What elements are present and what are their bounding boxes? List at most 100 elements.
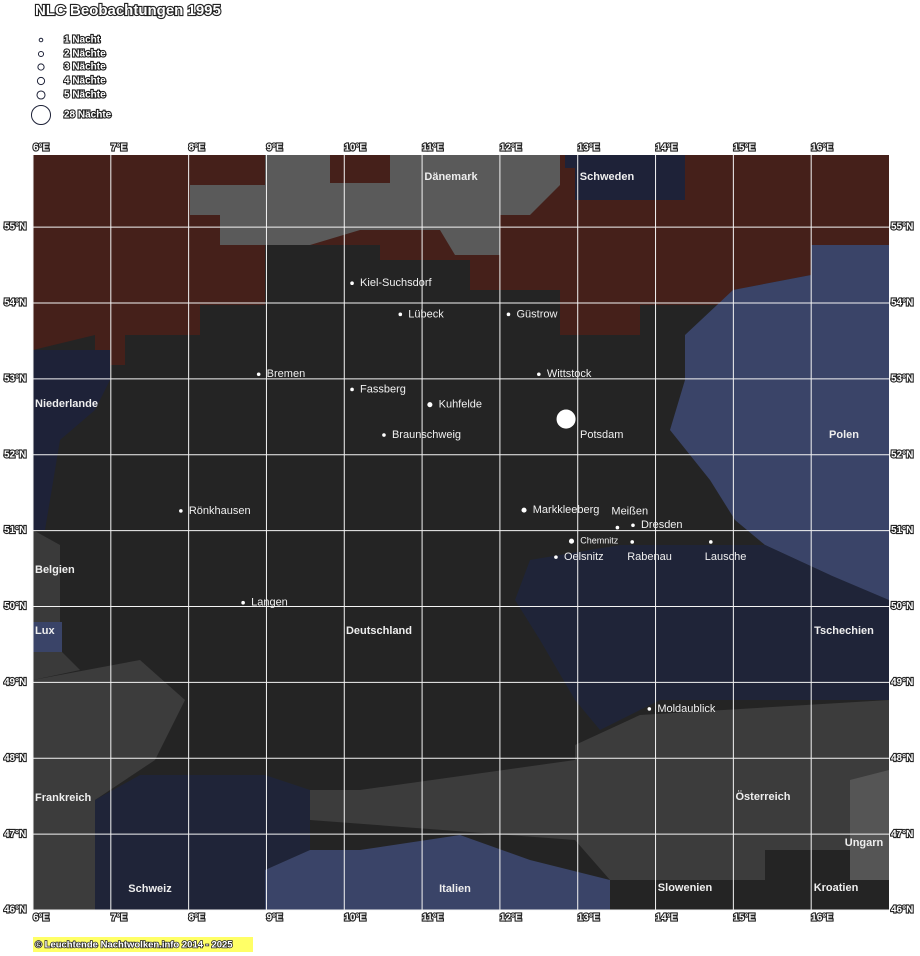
- denmark: [190, 155, 560, 255]
- station: [631, 523, 635, 528]
- y-tick-label: 50°N: [4, 601, 26, 612]
- country-label: Italien: [439, 883, 471, 895]
- legend-symbol: [36, 76, 46, 86]
- netherlands: [33, 350, 110, 530]
- country-label: Deutschland: [346, 625, 412, 637]
- y-tick-label: 52°N: [4, 449, 26, 460]
- map-background: [33, 155, 889, 910]
- x-tick-label: 9°E: [266, 143, 283, 154]
- legend-label: 2 Nächte: [64, 49, 106, 60]
- x-tick-label: 7°E: [111, 143, 128, 154]
- x-tick-label: 12°E: [500, 143, 522, 154]
- legend-symbol: [37, 50, 45, 58]
- station-label: Langen: [251, 597, 288, 609]
- station-label: Braunschweig: [392, 429, 461, 441]
- y-tick-label: 46°N: [891, 905, 913, 916]
- station-label: Lausche: [705, 551, 747, 563]
- legend-label: 28 Nächte: [64, 110, 112, 121]
- legend-symbol: [37, 63, 45, 71]
- station: [647, 707, 652, 711]
- x-tick-label: 11°E: [422, 143, 444, 154]
- station-label: Meißen: [611, 505, 648, 517]
- country-label: Polen: [829, 429, 859, 441]
- station: [537, 372, 541, 377]
- x-tick-label: 16°E: [811, 913, 833, 924]
- country-label: Lux: [35, 625, 55, 637]
- legend-symbol: [38, 37, 44, 43]
- station-label: Güstrow: [516, 308, 557, 320]
- country-label: Schweiz: [128, 883, 172, 895]
- y-tick-label: 46°N: [4, 905, 26, 916]
- legend-label: 5 Nächte: [64, 90, 106, 101]
- x-tick-label: 15°E: [733, 913, 755, 924]
- y-tick-label: 47°N: [4, 829, 26, 840]
- country-label: Österreich: [735, 790, 790, 803]
- y-tick-label: 48°N: [4, 753, 26, 764]
- y-tick-label: 49°N: [891, 677, 913, 688]
- station-label: Markkleeberg: [533, 504, 600, 516]
- y-tick-label: 55°N: [4, 222, 26, 233]
- x-tick-label: 6°E: [33, 143, 50, 154]
- x-tick-label: 13°E: [578, 143, 600, 154]
- x-tick-label: 12°E: [500, 913, 522, 924]
- legend-label: 4 Nächte: [64, 76, 106, 87]
- country-label: Schweden: [580, 171, 635, 183]
- luxembourg: [33, 622, 62, 652]
- y-tick-label: 51°N: [4, 525, 26, 536]
- station-label: Kiel-Suchsdorf: [360, 277, 432, 289]
- station: [615, 525, 620, 530]
- country-label: Niederlande: [35, 398, 98, 410]
- station: [506, 312, 511, 317]
- station: [708, 540, 713, 544]
- station: [241, 600, 245, 605]
- footer: © Leuchtende Nachtwolken.info 2014 - 202…: [35, 940, 233, 951]
- x-tick-label: 14°E: [656, 143, 678, 154]
- x-tick-label: 11°E: [422, 913, 444, 924]
- czechia: [515, 545, 889, 730]
- station: [350, 387, 354, 392]
- legend-label: 1 Nacht: [64, 35, 101, 46]
- switzerland: [95, 775, 310, 910]
- country-labels: Dänemark Schweden Niederlande Polen Belg…: [35, 171, 884, 895]
- station: [350, 281, 354, 286]
- title: NLC Beobachtungen 1995: [35, 2, 221, 19]
- station-label: Moldaublick: [657, 703, 716, 715]
- station: [521, 507, 527, 513]
- station-label: Rabenau: [627, 551, 672, 563]
- country-label: Belgien: [35, 564, 75, 576]
- legend-symbol: [36, 90, 46, 100]
- station: [556, 409, 576, 429]
- poland: [670, 245, 889, 600]
- austria: [310, 700, 889, 880]
- station-label: Dresden: [641, 519, 683, 531]
- station-label: Oelsnitz: [564, 551, 604, 563]
- x-tick-label: 9°E: [266, 913, 283, 924]
- y-tick-label: 54°N: [4, 298, 26, 309]
- y-tick-label: 50°N: [891, 601, 913, 612]
- x-tick-label: 16°E: [811, 143, 833, 154]
- station-label: Wittstock: [547, 368, 592, 380]
- station: [427, 402, 433, 408]
- y-tick-label: 48°N: [891, 753, 913, 764]
- hungary: [850, 770, 889, 880]
- x-tick-label: 13°E: [578, 913, 600, 924]
- station-label: Fassberg: [360, 383, 406, 395]
- x-tick-label: 14°E: [656, 913, 678, 924]
- footer-background: [33, 937, 253, 952]
- y-tick-label: 55°N: [891, 222, 913, 233]
- y-tick-label: 51°N: [891, 525, 913, 536]
- y-tick-label: 47°N: [891, 829, 913, 840]
- country-label: Slowenien: [658, 882, 713, 894]
- france: [33, 660, 185, 910]
- grid: [32, 155, 889, 911]
- station: [179, 509, 183, 513]
- station-label: Kuhfelde: [439, 399, 482, 411]
- station: [568, 538, 575, 544]
- sweden: [565, 155, 685, 200]
- x-tick-label: 10°E: [344, 143, 366, 154]
- station: [630, 540, 634, 544]
- y-tick-label: 53°N: [891, 373, 913, 384]
- station-label: Bremen: [267, 368, 306, 380]
- x-tick-label: 15°E: [733, 143, 755, 154]
